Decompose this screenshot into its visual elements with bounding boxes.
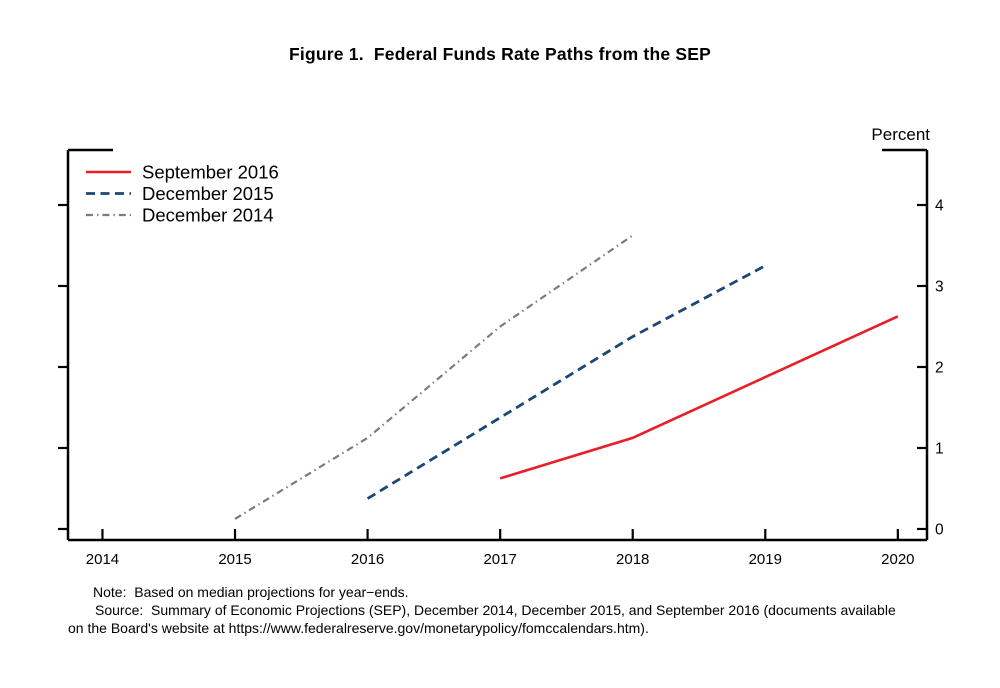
y-axis-unit-label: Percent: [871, 125, 930, 144]
x-tick-label: 2018: [616, 551, 649, 568]
y-tick-label: 0: [935, 521, 944, 538]
y-tick-label: 2: [935, 359, 944, 376]
chart-note: Note: Based on median projections for ye…: [93, 584, 409, 600]
x-tick-label: 2020: [881, 551, 914, 568]
y-tick-label: 3: [935, 278, 944, 295]
y-tick-label: 1: [935, 440, 944, 457]
figure-title: Figure 1. Federal Funds Rate Paths from …: [289, 44, 711, 64]
x-tick-label: 2014: [86, 551, 119, 568]
chart-source-line1: Source: Summary of Economic Projections …: [95, 602, 896, 618]
series-line-2: [234, 234, 634, 520]
series-line-1: [366, 264, 766, 500]
x-tick-label: 2015: [218, 551, 251, 568]
legend-label-2: December 2014: [142, 205, 274, 226]
axis-frame: [66, 148, 929, 542]
x-tick-label: 2016: [351, 551, 384, 568]
x-tick-label: 2019: [749, 551, 782, 568]
chart-source-line2: on the Board's website at https://www.fe…: [68, 620, 649, 636]
series-line-0: [499, 315, 899, 480]
y-tick-label: 4: [935, 197, 944, 214]
x-tick-label: 2017: [483, 551, 516, 568]
legend-label-1: December 2015: [142, 183, 274, 204]
legend-label-0: September 2016: [142, 162, 279, 183]
